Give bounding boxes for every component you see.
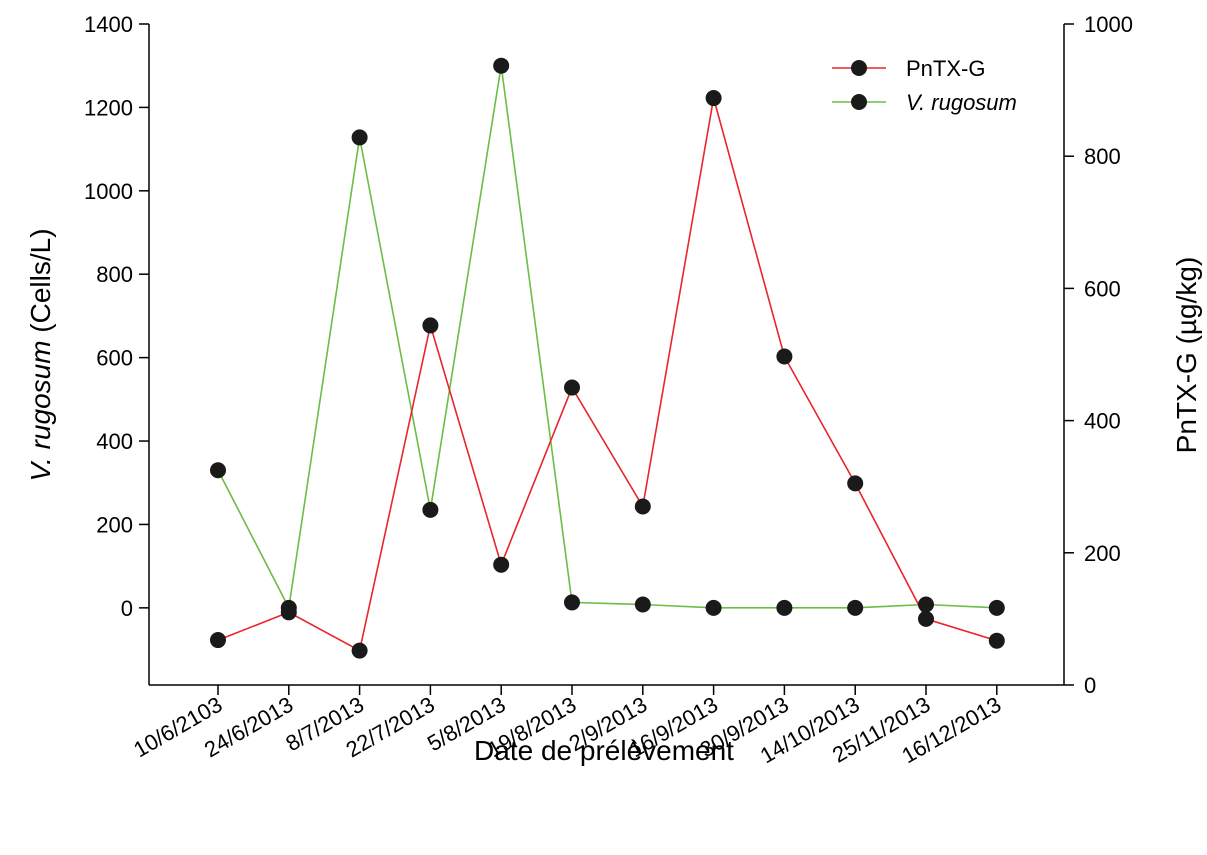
legend-item-v-rugosum: V. rugosum	[832, 90, 1017, 115]
series-1-point	[705, 599, 722, 616]
series-1-point	[210, 462, 226, 479]
series-lines	[217, 65, 998, 652]
series-1-point	[422, 501, 439, 518]
series-0-point	[705, 90, 722, 107]
y-right-tick-label: 1000	[1084, 12, 1133, 37]
y-right-tick-label: 200	[1084, 541, 1121, 566]
y-right-tick-label: 800	[1084, 144, 1121, 169]
y-right-tick-label: 400	[1084, 409, 1121, 434]
y-axis-right-title: PnTX-G (µg/kg)	[1171, 257, 1202, 454]
series-1-point	[351, 129, 368, 146]
y-left-tick-label: 600	[96, 346, 133, 371]
y-right-tick-label: 600	[1084, 276, 1121, 301]
axes	[148, 24, 1065, 686]
legend-marker-v-rugosum	[851, 94, 867, 110]
y-axis-left-title-italic: V. rugosum	[25, 340, 56, 481]
series-0-point	[988, 632, 1005, 649]
legend-item-pntx-g: PnTX-G	[832, 56, 985, 81]
y-axis-left-title-rest: (Cells/L)	[25, 228, 56, 340]
series-0-point	[351, 642, 368, 659]
y-left-tick-label: 400	[96, 429, 133, 454]
y-right-tick-label: 0	[1084, 673, 1096, 698]
y-left-tick-label: 1400	[84, 12, 133, 37]
series-0-point	[634, 498, 651, 515]
series-line-0	[217, 97, 998, 652]
series-1-point	[634, 596, 651, 613]
series-0-point	[493, 556, 510, 573]
series-0-point	[847, 475, 864, 492]
series-0-point	[280, 604, 297, 621]
series-0-point	[918, 610, 934, 627]
series-0-point	[564, 379, 580, 396]
y-left-tick-label: 0	[121, 596, 133, 621]
y-left-tick-label: 200	[96, 512, 133, 537]
series-1-point	[493, 57, 510, 74]
y-left-tick-label: 1200	[84, 95, 133, 120]
y-left-tick-label: 800	[96, 262, 133, 287]
series-1-point	[847, 599, 864, 616]
series-0-point	[422, 317, 439, 334]
legend: PnTX-G V. rugosum	[832, 56, 1017, 115]
x-axis-title: Date de prélèvement	[474, 735, 734, 766]
series-0-point	[210, 632, 226, 649]
series-1-point	[776, 599, 793, 616]
series-0-point	[776, 348, 793, 365]
legend-marker-pntx-g	[851, 60, 867, 76]
series-points	[210, 57, 1005, 659]
legend-label-pntx-g: PnTX-G	[906, 56, 985, 81]
legend-label-v-rugosum: V. rugosum	[906, 90, 1017, 115]
y-left-tick-label: 1000	[84, 179, 133, 204]
y-axis-left-title: V. rugosum (Cells/L)	[25, 228, 56, 481]
series-1-point	[988, 599, 1005, 616]
series-1-point	[564, 594, 580, 611]
series-line-1	[217, 65, 997, 611]
ticks: 0 200 400 600 800 1000 1200 1400 0 200 400 600 800 10…	[84, 12, 1133, 698]
series-1-point	[918, 596, 934, 613]
